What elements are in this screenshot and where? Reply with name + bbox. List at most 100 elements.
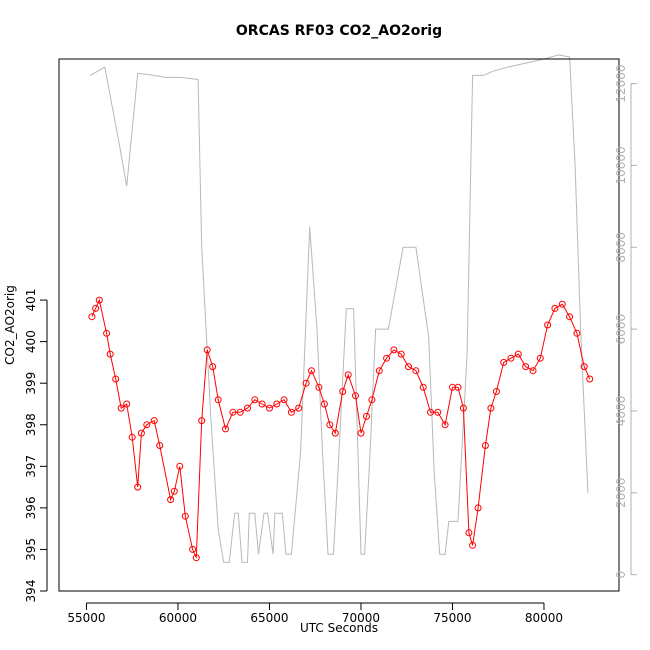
y2-tick-label: 2000	[614, 478, 628, 509]
co2-point	[441, 421, 449, 429]
co2-point	[273, 400, 281, 408]
co2-point	[397, 350, 405, 358]
y-tick-label: 394	[24, 580, 38, 603]
co2-point	[143, 421, 151, 429]
y2-tick-label: 10000	[614, 146, 628, 184]
co2-point	[112, 375, 120, 383]
co2-point	[427, 408, 434, 416]
co2-point	[514, 350, 522, 358]
co2-point	[176, 462, 184, 470]
co2-point	[352, 392, 359, 400]
x-tick-label: 75000	[433, 611, 471, 625]
y-tick-label: 397	[24, 455, 38, 478]
co2-point	[315, 383, 323, 391]
co2-point	[137, 429, 145, 437]
co2-point	[181, 512, 189, 520]
y-axis-right: 0 2000 4000 6000 8000 10000 12000	[614, 64, 637, 578]
y-tick-label: 399	[24, 372, 38, 395]
co2-point	[295, 404, 303, 412]
y-axis-left: 394 395 396 397 398 399 400 401	[24, 289, 48, 603]
co2-series	[88, 296, 594, 562]
co2-point	[308, 367, 315, 375]
y2-tick-label: 0	[614, 571, 628, 579]
x-tick-label: 55000	[67, 611, 105, 625]
y2-tick-label: 8000	[614, 232, 628, 263]
co2-point	[167, 496, 175, 504]
y-tick-label: 395	[24, 538, 38, 561]
co2-point	[573, 329, 581, 337]
co2-point	[280, 396, 288, 404]
co2-point	[222, 425, 229, 433]
co2-point	[229, 408, 237, 416]
co2-point	[156, 442, 164, 449]
co2-point	[320, 400, 328, 408]
co2-point	[209, 363, 217, 371]
co2-point	[368, 396, 376, 404]
x-axis: 55000 60000 65000 70000 75000 80000	[67, 602, 563, 625]
co2-point	[92, 304, 100, 312]
co2-point	[95, 296, 103, 304]
co2-point	[266, 404, 273, 412]
co2-point	[170, 487, 178, 495]
co2-point	[558, 300, 566, 308]
co2-point	[375, 367, 383, 375]
y2-tick-label: 4000	[614, 396, 628, 427]
co2-point	[189, 545, 197, 553]
co2-point	[492, 388, 500, 395]
co2-point	[487, 404, 495, 412]
co2-point	[465, 529, 473, 537]
chart-title: ORCAS RF03 CO2_AO2orig	[236, 23, 442, 39]
co2-point	[134, 483, 142, 491]
co2-point	[326, 421, 334, 429]
y-tick-label: 401	[24, 289, 38, 312]
co2-point	[551, 304, 559, 312]
co2-point	[192, 554, 200, 562]
co2-point	[434, 408, 442, 416]
co2-point	[405, 363, 412, 371]
co2-point	[287, 408, 295, 416]
plot-frame	[58, 58, 620, 592]
co2-point	[469, 541, 477, 549]
co2-point	[258, 400, 266, 408]
co2-point	[544, 321, 552, 329]
y-tick-label: 396	[24, 496, 38, 519]
co2-point	[566, 313, 574, 321]
co2-point	[412, 367, 420, 375]
co2-point	[507, 354, 515, 362]
co2-point	[339, 388, 347, 395]
x-tick-label: 70000	[342, 611, 380, 625]
y-tick-label: 400	[24, 330, 38, 353]
y2-tick-label: 6000	[614, 314, 628, 345]
co2-point	[302, 379, 310, 387]
co2-point	[500, 358, 508, 366]
x-tick-label: 80000	[525, 611, 563, 625]
co2-point	[214, 396, 222, 404]
co2-point	[419, 383, 427, 391]
co2-point	[236, 408, 244, 416]
co2-point	[128, 433, 136, 441]
co2-point	[383, 354, 391, 362]
co2-point	[454, 383, 462, 391]
y-axis-label: CO2_AO2orig	[3, 285, 17, 365]
x-axis-label: UTC Seconds	[300, 621, 378, 635]
co2-point	[536, 354, 544, 362]
co2-point	[150, 417, 158, 425]
co2-point	[244, 404, 251, 412]
co2-point	[390, 346, 398, 354]
co2-point	[357, 429, 365, 437]
co2-line	[91, 298, 591, 558]
x-tick-label: 60000	[159, 611, 197, 625]
co2-point	[331, 429, 339, 437]
co2-point	[459, 404, 467, 412]
co2-point	[123, 400, 131, 408]
co2-point	[529, 367, 537, 375]
y-tick-label: 398	[24, 413, 38, 436]
co2-point	[481, 442, 489, 449]
co2-point	[344, 371, 352, 379]
co2-point	[474, 504, 482, 512]
co2-point	[251, 396, 259, 404]
co2-point	[586, 375, 594, 383]
y2-tick-label: 12000	[614, 64, 628, 102]
